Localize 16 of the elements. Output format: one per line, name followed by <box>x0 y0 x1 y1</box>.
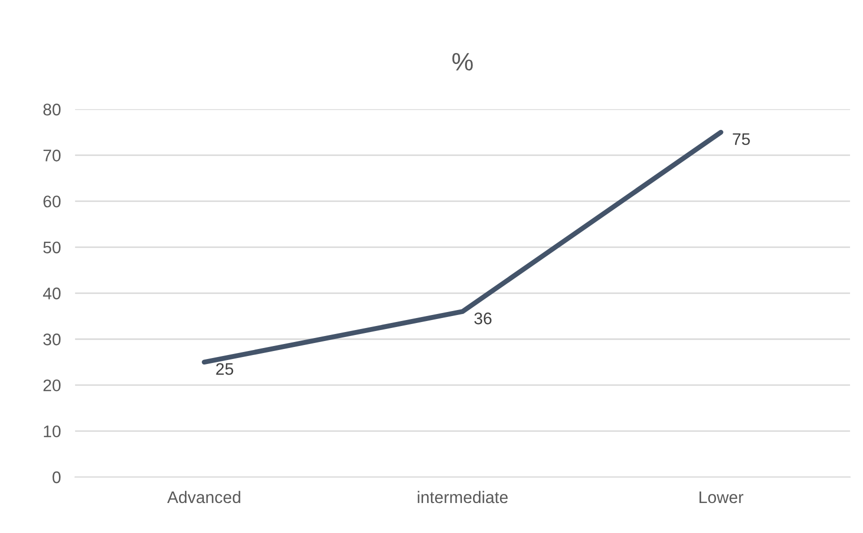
y-tick-label: 0 <box>52 471 61 484</box>
data-label: 25 <box>216 363 234 375</box>
y-tick-label: 10 <box>44 425 61 438</box>
y-tick-label: 20 <box>43 379 61 392</box>
y-tick-label: 30 <box>43 334 61 346</box>
x-tick-label: intermediate <box>418 490 508 504</box>
y-tick-label: 80 <box>43 104 61 116</box>
y-tick-label: 40 <box>43 288 61 300</box>
y-tick-label: 50 <box>43 242 61 254</box>
data-label: 75 <box>732 133 750 146</box>
y-tick-label: 70 <box>44 150 61 162</box>
chart-title: % <box>452 53 473 71</box>
x-tick-label: Lower <box>700 492 744 504</box>
x-tick-label: Advanced <box>167 490 240 504</box>
data-label: 36 <box>474 312 492 324</box>
y-tick-label: 60 <box>44 196 61 208</box>
